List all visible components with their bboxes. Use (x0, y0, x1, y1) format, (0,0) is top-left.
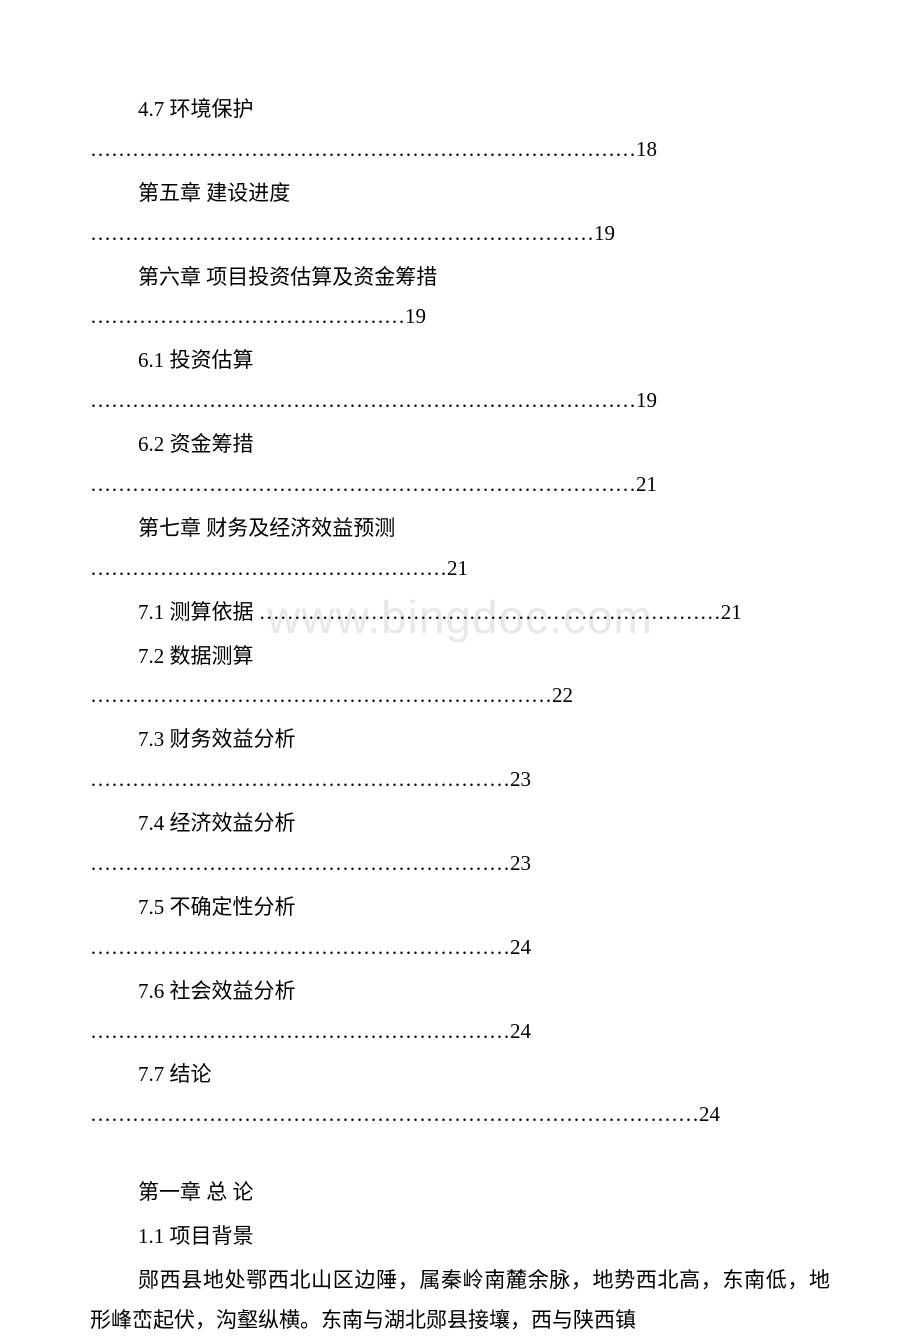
toc-title: 第七章 财务及经济效益预测 (90, 509, 830, 549)
toc-title: 7.2 数据测算 (90, 637, 830, 677)
toc-line: 7.1 测算依据 …………………………………………………………21 (90, 593, 830, 633)
toc-title: 7.6 社会效益分析 (90, 972, 830, 1012)
toc-dots: ……………………………………………………………………19 (90, 381, 830, 421)
toc-title: 7.3 财务效益分析 (90, 720, 830, 760)
body-paragraph: 郧西县地处鄂西北山区边陲，属秦岭南麓余脉，地势西北高，东南低，地形峰峦起伏，沟壑… (90, 1261, 830, 1341)
toc-dots: ………………………………………19 (90, 297, 830, 337)
toc-title: 7.7 结论 (90, 1055, 830, 1095)
toc-entry: 4.7 环境保护……………………………………………………………………18 (90, 90, 830, 170)
toc-dots: ……………………………………………………………………21 (90, 465, 830, 505)
toc-dots: ……………………………………………………24 (90, 928, 830, 968)
toc-dots: …………………………………………………………22 (90, 676, 830, 716)
toc-dots: ……………………………………………………………………………24 (90, 1095, 830, 1135)
toc-entry: 7.5 不确定性分析……………………………………………………24 (90, 888, 830, 968)
toc-title: 7.4 经济效益分析 (90, 804, 830, 844)
toc-entry: 7.7 结论……………………………………………………………………………24 (90, 1055, 830, 1135)
toc-entry: 6.2 资金筹措……………………………………………………………………21 (90, 425, 830, 505)
toc-title: 6.1 投资估算 (90, 341, 830, 381)
toc-dots: ……………………………………………………24 (90, 1012, 830, 1052)
toc-dots: ……………………………………………………23 (90, 760, 830, 800)
toc-title: 6.2 资金筹措 (90, 425, 830, 465)
toc-dots: ………………………………………………………………19 (90, 214, 830, 254)
toc-entry: 7.1 测算依据 …………………………………………………………21 (90, 593, 830, 633)
toc-entry: 7.2 数据测算…………………………………………………………22 (90, 637, 830, 717)
page-content: 4.7 环境保护……………………………………………………………………18第五章 … (90, 90, 830, 1341)
toc-entry: 7.3 财务效益分析……………………………………………………23 (90, 720, 830, 800)
toc-title: 第六章 项目投资估算及资金筹措 (90, 258, 830, 298)
chapter-heading: 第一章 总 论 (90, 1173, 830, 1213)
toc-dots: ……………………………………………21 (90, 549, 830, 589)
toc-title: 第五章 建设进度 (90, 174, 830, 214)
table-of-contents: 4.7 环境保护……………………………………………………………………18第五章 … (90, 90, 830, 1135)
toc-title: 7.5 不确定性分析 (90, 888, 830, 928)
section-heading: 1.1 项目背景 (90, 1217, 830, 1257)
toc-entry: 第五章 建设进度………………………………………………………………19 (90, 174, 830, 254)
toc-dots: ……………………………………………………23 (90, 844, 830, 884)
toc-entry: 第七章 财务及经济效益预测……………………………………………21 (90, 509, 830, 589)
toc-entry: 7.4 经济效益分析……………………………………………………23 (90, 804, 830, 884)
toc-entry: 7.6 社会效益分析……………………………………………………24 (90, 972, 830, 1052)
toc-entry: 第六章 项目投资估算及资金筹措………………………………………19 (90, 258, 830, 338)
toc-dots: ……………………………………………………………………18 (90, 130, 830, 170)
toc-entry: 6.1 投资估算……………………………………………………………………19 (90, 341, 830, 421)
toc-title: 4.7 环境保护 (90, 90, 830, 130)
